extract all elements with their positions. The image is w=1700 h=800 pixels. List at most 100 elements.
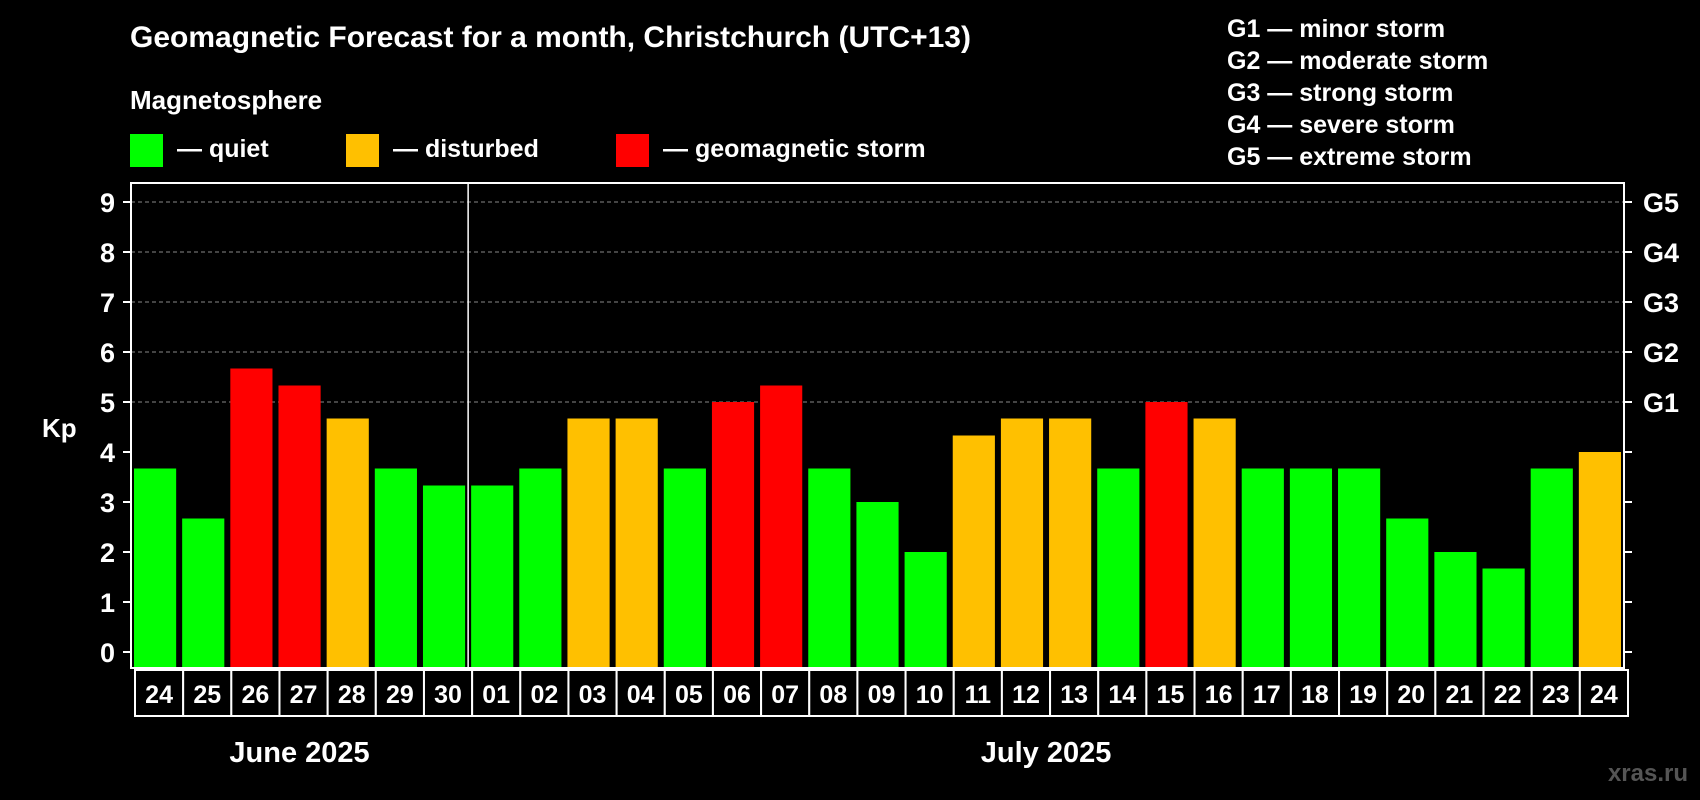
storm-scale-item: G4 — severe storm: [1227, 111, 1455, 139]
date-label: 24: [1590, 681, 1618, 709]
date-cell: [230, 669, 281, 717]
g-scale-label: G3: [1643, 288, 1679, 318]
storm-scale-item: G3 — strong storm: [1227, 79, 1453, 107]
y-tick-label: 8: [100, 238, 115, 268]
kp-bar: [1049, 418, 1092, 668]
kp-bar: [471, 485, 514, 668]
date-label: 09: [868, 681, 896, 709]
kp-bar: [663, 468, 706, 668]
storm-scale-item: G2 — moderate storm: [1227, 47, 1488, 75]
kp-bar: [1530, 468, 1573, 668]
legend-swatch-3: [616, 134, 649, 167]
kp-bar: [904, 552, 947, 668]
date-label: 23: [1542, 681, 1570, 709]
kp-bar: [760, 385, 803, 668]
date-label: 01: [482, 681, 510, 709]
date-cell: [1338, 669, 1389, 717]
y-tick-label: 4: [100, 438, 115, 468]
date-label: 05: [675, 681, 703, 709]
date-cell: [182, 669, 233, 717]
date-cell: [1049, 669, 1100, 717]
kp-bar: [1145, 402, 1188, 668]
date-label: 06: [723, 681, 751, 709]
y-tick-label: 1: [100, 588, 115, 618]
kp-bar: [1386, 518, 1429, 668]
kp-bar: [1289, 468, 1333, 668]
date-cell: [904, 669, 955, 717]
date-label: 07: [771, 681, 799, 709]
date-label: 10: [916, 681, 944, 709]
date-label: 14: [1108, 681, 1136, 709]
date-cell: [278, 669, 329, 717]
date-label: 16: [1205, 681, 1233, 709]
y-tick-label: 5: [100, 388, 115, 418]
y-tick-label: 2: [100, 538, 115, 568]
kp-bar: [326, 418, 369, 668]
date-cell: [519, 669, 570, 717]
date-cell: [471, 669, 522, 717]
date-cell: [1578, 669, 1630, 717]
g-scale-label: G4: [1643, 238, 1679, 268]
month-label: July 2025: [981, 737, 1112, 769]
date-cell: [134, 669, 185, 717]
date-label: 08: [819, 681, 847, 709]
kp-bar: [1000, 418, 1044, 668]
date-label: 19: [1349, 681, 1377, 709]
date-label: 29: [386, 681, 414, 709]
kp-bar: [1241, 468, 1284, 668]
date-cell: [1097, 669, 1148, 717]
kp-bar: [1193, 418, 1236, 668]
date-cell: [1434, 669, 1485, 717]
kp-bar: [422, 485, 466, 668]
date-label: 15: [1157, 681, 1185, 709]
month-label: June 2025: [229, 737, 369, 769]
y-tick-label: 9: [100, 188, 115, 218]
kp-bar: [519, 468, 562, 668]
legend-swatch-2: [346, 134, 379, 167]
y-axis-label: Kp: [42, 413, 77, 443]
date-label: 20: [1397, 681, 1425, 709]
storm-scale-item: G5 — extreme storm: [1227, 143, 1472, 171]
date-label: 27: [290, 681, 318, 709]
date-label: 30: [434, 681, 462, 709]
date-label: 25: [193, 681, 221, 709]
kp-bar: [278, 385, 321, 668]
date-cell: [615, 669, 666, 717]
date-label: 21: [1446, 681, 1474, 709]
kp-bar: [1578, 452, 1621, 668]
storm-scale-item: G1 — minor storm: [1227, 15, 1445, 43]
date-label: 24: [145, 681, 173, 709]
date-label: 28: [338, 681, 366, 709]
plot-frame: [130, 182, 1625, 669]
date-cell: [1193, 669, 1244, 717]
y-tick-label: 0: [100, 638, 115, 668]
kp-bar: [1338, 468, 1381, 668]
kp-bar: [134, 468, 177, 668]
date-cell: [663, 669, 714, 717]
date-label: 11: [965, 681, 992, 709]
y-tick-label: 3: [100, 488, 115, 518]
date-cell: [1000, 669, 1052, 717]
g-scale-label: G1: [1643, 388, 1679, 418]
date-cell: [856, 669, 907, 717]
kp-bar: [711, 402, 755, 668]
date-label: 17: [1253, 681, 1281, 709]
kp-bar: [856, 502, 899, 668]
legend-label-2: — disturbed: [393, 135, 539, 163]
date-cell: [1386, 669, 1437, 717]
date-label: 04: [627, 681, 655, 709]
date-cell: [567, 669, 618, 717]
kp-bar: [1482, 568, 1525, 668]
date-label: 22: [1494, 681, 1522, 709]
date-label: 18: [1301, 681, 1329, 709]
y-tick-label: 6: [100, 338, 115, 368]
legend-swatch-1: [130, 134, 163, 167]
legend-label-1: — quiet: [177, 135, 269, 163]
date-cell: [952, 669, 1003, 717]
g-scale-label: G5: [1643, 188, 1679, 218]
date-cell: [1241, 669, 1292, 717]
legend-label-3: — geomagnetic storm: [663, 135, 926, 163]
watermark: xras.ru: [1608, 760, 1688, 787]
